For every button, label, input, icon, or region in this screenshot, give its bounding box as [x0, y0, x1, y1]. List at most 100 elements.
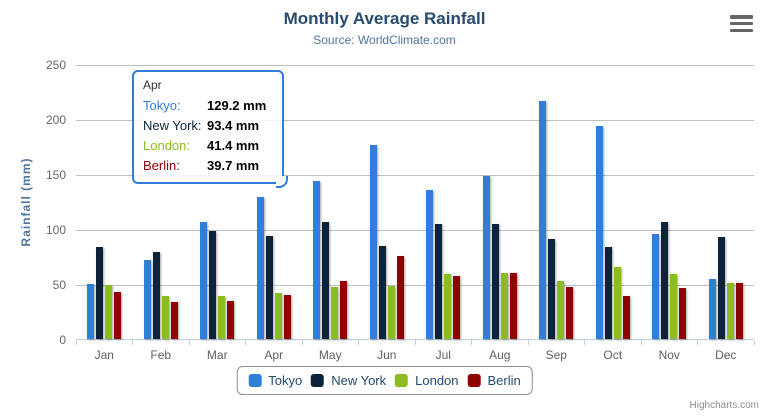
column-london-may[interactable] — [331, 287, 339, 339]
tooltip-header: Apr — [143, 78, 162, 92]
column-tokyo-apr[interactable] — [256, 196, 264, 339]
column-london-mar[interactable] — [218, 295, 226, 339]
column-berlin-dec[interactable] — [735, 282, 743, 339]
column-tokyo-aug[interactable] — [482, 175, 490, 339]
x-axis-tick — [753, 340, 755, 345]
column-london-jun[interactable] — [387, 285, 395, 339]
y-axis-label: 150 — [45, 168, 66, 182]
column-london-jul[interactable] — [444, 274, 452, 339]
credits-link[interactable]: Highcharts.com — [689, 400, 759, 411]
column-new-york-sep[interactable] — [548, 238, 556, 339]
column-london-apr[interactable] — [274, 293, 282, 339]
tooltip-rows: Tokyo: 129.2 mm New York: 93.4 mm London: 41.… — [143, 95, 272, 175]
legend-swatch-new-york-icon — [311, 374, 325, 387]
x-axis-label: Mar — [206, 348, 228, 362]
column-new-york-oct[interactable] — [604, 247, 612, 339]
x-axis-label: Nov — [658, 348, 680, 362]
x-axis-label: Sep — [545, 348, 567, 362]
column-tokyo-jan[interactable] — [87, 284, 95, 339]
x-axis-label: Dec — [715, 348, 737, 362]
chart-title: Monthly Average Rainfall — [283, 9, 486, 28]
x-axis-label: Jun — [377, 348, 397, 362]
legend-swatch-tokyo-icon — [248, 374, 262, 387]
column-new-york-nov[interactable] — [661, 221, 669, 339]
tooltip-value: 129.2 mm — [207, 97, 267, 113]
column-tokyo-jun[interactable] — [369, 145, 377, 339]
column-new-york-dec[interactable] — [717, 237, 725, 339]
column-tokyo-jul[interactable] — [426, 189, 434, 339]
column-tokyo-oct[interactable] — [595, 125, 603, 339]
x-axis-tick — [414, 340, 416, 345]
column-tokyo-feb[interactable] — [143, 260, 151, 339]
x-axis-label: Aug — [489, 348, 511, 362]
hamburger-icon — [730, 21, 753, 26]
legend: Tokyo New York London Berlin — [236, 366, 533, 395]
tooltip-series-label: London: — [143, 137, 190, 153]
legend-label: New York — [331, 373, 387, 388]
legend-label: Tokyo — [268, 373, 303, 388]
legend-item-new-york[interactable]: New York — [311, 373, 386, 388]
column-new-york-aug[interactable] — [491, 224, 499, 339]
x-axis-tick — [301, 340, 303, 345]
x-axis-tick — [640, 340, 642, 345]
x-axis-tick — [584, 340, 585, 345]
column-tokyo-nov[interactable] — [652, 233, 660, 339]
column-london-oct[interactable] — [613, 267, 621, 339]
column-berlin-may[interactable] — [340, 281, 348, 339]
chart-context-menu-button[interactable] — [730, 15, 753, 32]
column-tokyo-mar[interactable] — [200, 221, 208, 339]
column-berlin-sep[interactable] — [566, 286, 574, 339]
x-axis-tick — [75, 340, 77, 345]
tooltip-callout-tail — [276, 176, 288, 188]
x-axis-tick — [132, 340, 133, 345]
x-axis-tick — [188, 340, 190, 345]
column-new-york-jan[interactable] — [96, 247, 104, 339]
x-axis-tick — [697, 340, 698, 345]
column-new-york-mar[interactable] — [209, 230, 217, 339]
column-berlin-nov[interactable] — [679, 287, 687, 339]
chart-subtitle: Source: WorldClimate.com — [313, 33, 456, 47]
legend-swatch-london-icon — [395, 374, 409, 387]
gridline-50 — [76, 284, 754, 286]
legend-swatch-berlin-icon — [467, 374, 481, 387]
column-london-aug[interactable] — [500, 273, 508, 339]
hamburger-icon — [730, 28, 753, 32]
column-berlin-jul[interactable] — [453, 275, 461, 339]
column-berlin-jan[interactable] — [114, 292, 122, 339]
x-axis-tick — [471, 340, 472, 345]
column-new-york-may[interactable] — [322, 222, 330, 339]
tooltip-row: New York: 93.4 mm — [143, 115, 272, 135]
plot-area: 0 50 100 150 200 250 Jan Feb Mar Apr May Jun Jul Aug S… — [46, 58, 755, 362]
column-berlin-aug[interactable] — [509, 272, 517, 339]
column-london-dec[interactable] — [726, 282, 734, 339]
legend-label: Berlin — [487, 373, 521, 388]
legend-item-london[interactable]: London — [395, 373, 459, 388]
y-axis-label: 200 — [45, 113, 66, 127]
column-berlin-apr[interactable] — [283, 295, 291, 339]
column-tokyo-dec[interactable] — [708, 279, 716, 339]
column-tokyo-sep[interactable] — [539, 100, 547, 339]
legend-item-tokyo[interactable]: Tokyo — [248, 373, 302, 388]
x-axis-line — [76, 339, 754, 340]
column-new-york-jul[interactable] — [435, 223, 443, 339]
tooltip-value: 41.4 mm — [207, 137, 260, 153]
column-tokyo-may[interactable] — [313, 180, 321, 339]
x-axis-tick — [527, 340, 529, 345]
column-berlin-jun[interactable] — [396, 255, 404, 339]
column-london-feb[interactable] — [161, 296, 169, 339]
column-london-jan[interactable] — [105, 285, 113, 339]
column-berlin-oct[interactable] — [622, 296, 630, 339]
column-berlin-mar[interactable] — [227, 301, 235, 339]
legend-item-berlin[interactable]: Berlin — [467, 373, 521, 388]
column-berlin-feb[interactable] — [170, 302, 178, 339]
x-axis-label: Jul — [435, 348, 451, 362]
x-axis-label: May — [318, 348, 342, 362]
x-axis-label: Oct — [603, 348, 623, 362]
column-london-nov[interactable] — [670, 273, 678, 339]
column-new-york-apr[interactable] — [265, 236, 273, 339]
column-new-york-jun[interactable] — [378, 246, 386, 339]
tooltip-series-label: New York: — [143, 117, 202, 133]
column-london-sep[interactable] — [557, 281, 565, 339]
column-new-york-feb[interactable] — [152, 252, 160, 339]
